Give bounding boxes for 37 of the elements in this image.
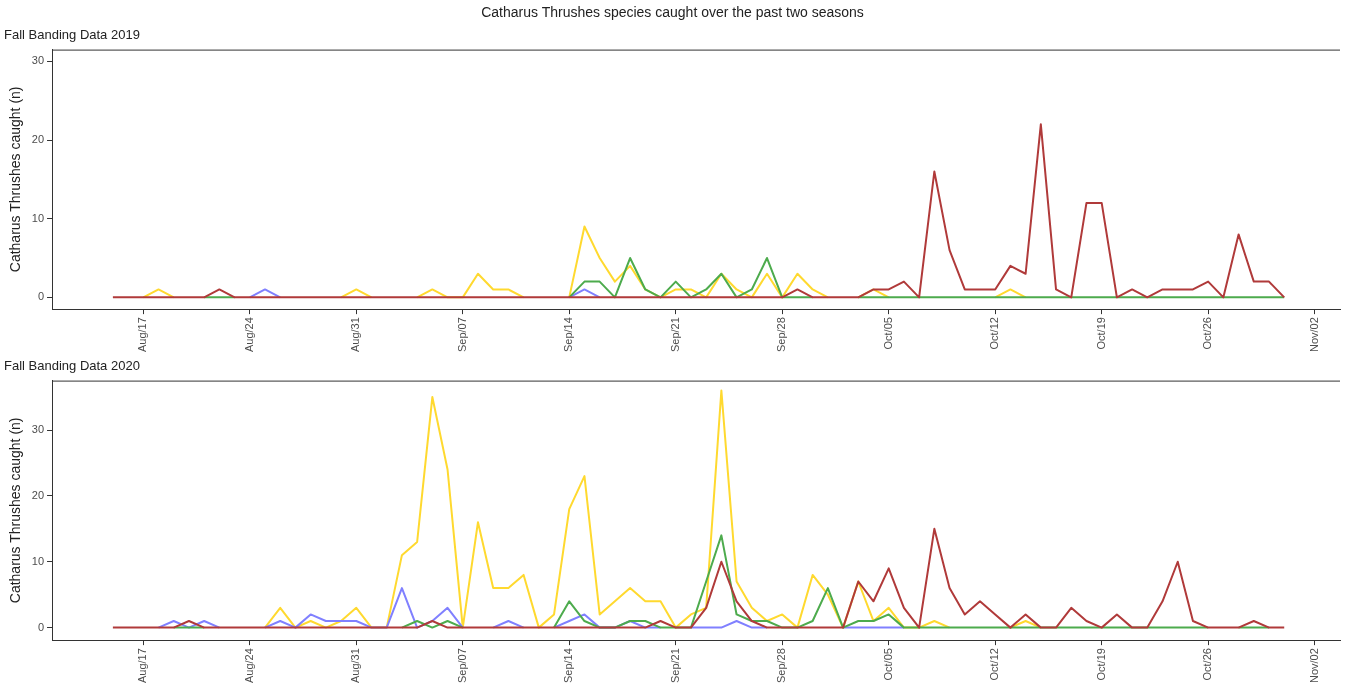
x-tick-label: Sep/14: [562, 648, 575, 684]
x-tick-label: Aug/24: [242, 648, 255, 684]
x-tick-label: Sep/14: [562, 317, 575, 353]
y-tick-label: 0: [37, 290, 45, 303]
x-tick-label: Oct/12: [988, 317, 1001, 350]
y-tick-label: 20: [31, 488, 45, 501]
x-tick-label: Sep/07: [455, 317, 468, 353]
chart-title: Catharus Thrushes species caught over the past two seasons: [480, 3, 865, 22]
x-tick-label: Aug/31: [349, 648, 362, 684]
x-tick-label: Aug/17: [136, 317, 149, 353]
x-tick-label: Sep/28: [775, 317, 788, 353]
y-axis-title: Catharus Thrushes caught (n): [7, 417, 24, 604]
x-tick-label: Oct/26: [1201, 317, 1214, 350]
x-tick-label: Aug/17: [136, 648, 149, 684]
y-tick-label: 30: [31, 423, 45, 436]
y-axis-title: Catharus Thrushes caught (n): [7, 86, 24, 273]
x-tick-label: Nov/02: [1307, 317, 1320, 352]
x-tick-label: Oct/05: [881, 648, 894, 681]
x-tick-label: Aug/31: [349, 317, 362, 353]
x-tick-label: Sep/21: [668, 648, 681, 684]
chart-subtitle: Fall Banding Data 2020: [4, 358, 140, 374]
x-tick-label: Oct/12: [988, 648, 1001, 681]
x-tick-label: Oct/19: [1094, 317, 1107, 350]
x-tick-label: Nov/02: [1307, 648, 1320, 683]
x-tick-label: Oct/26: [1201, 648, 1214, 681]
y-tick-label: 0: [37, 620, 45, 633]
x-tick-label: Sep/28: [775, 648, 788, 684]
y-tick-label: 20: [31, 133, 45, 146]
y-tick-label: 10: [31, 554, 45, 567]
chart-subtitle: Fall Banding Data 2019: [4, 27, 140, 43]
x-tick-label: Oct/19: [1094, 648, 1107, 681]
x-tick-label: Sep/07: [455, 648, 468, 684]
y-tick-label: 10: [31, 211, 45, 224]
x-tick-label: Oct/05: [881, 317, 894, 350]
y-tick-label: 30: [31, 54, 45, 67]
x-tick-label: Sep/21: [668, 317, 681, 353]
x-tick-label: Aug/24: [242, 317, 255, 353]
